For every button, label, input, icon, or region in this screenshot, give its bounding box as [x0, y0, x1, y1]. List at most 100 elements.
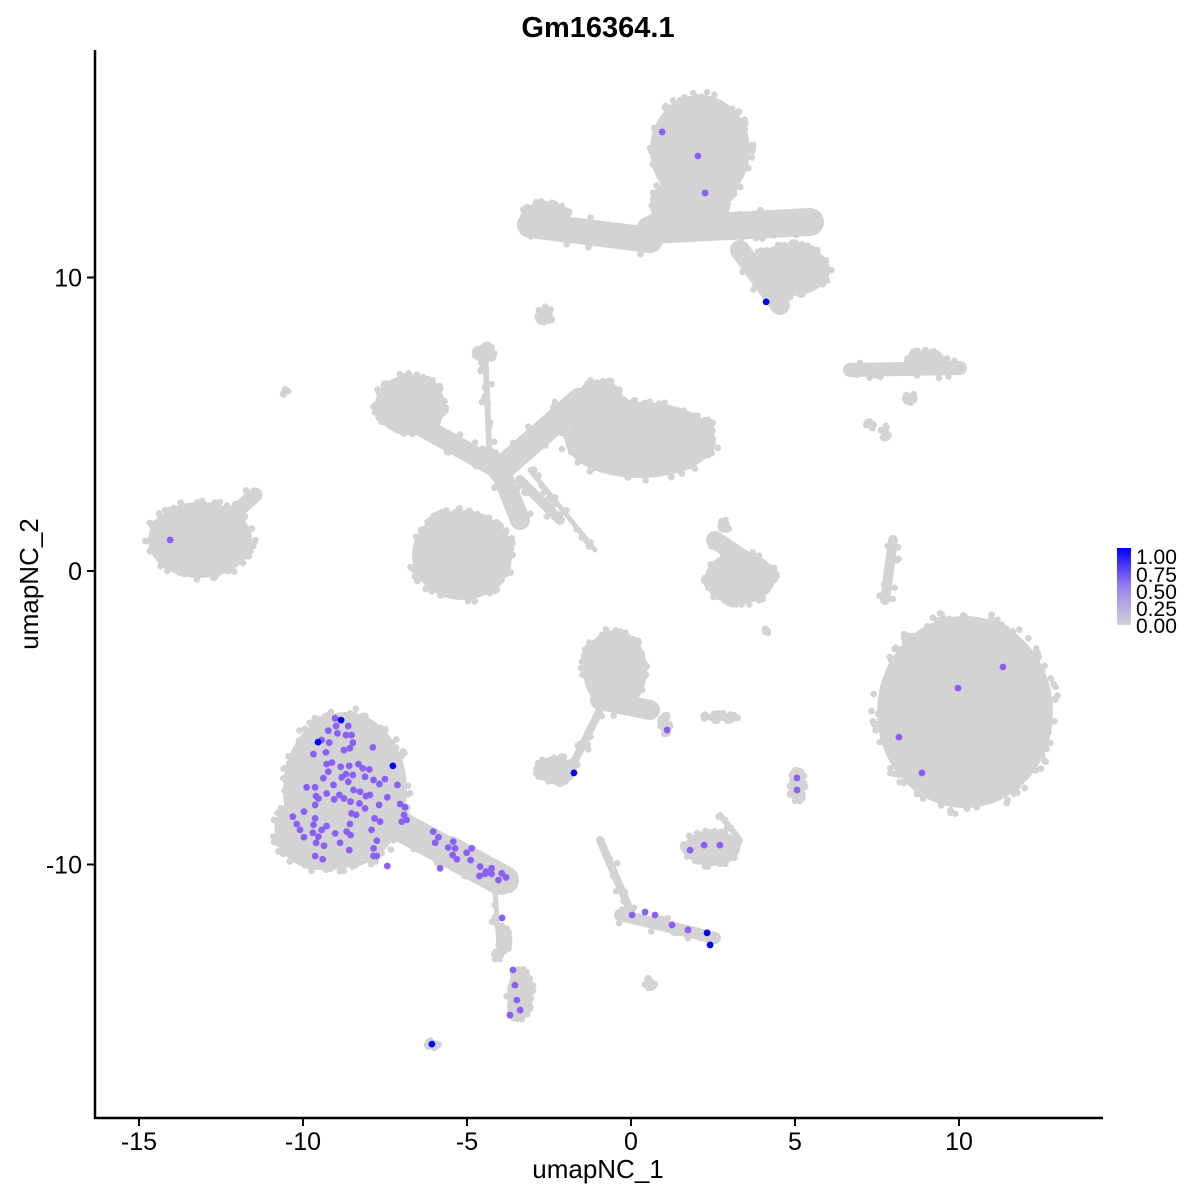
cell-point [888, 553, 896, 560]
cell-point [301, 862, 309, 869]
expressing-cell-point [303, 783, 311, 791]
cell-point [696, 99, 704, 107]
cell-point [628, 637, 636, 645]
cell-point [1000, 783, 1008, 790]
expressing-cell-point [383, 793, 391, 801]
cell-point [491, 913, 499, 921]
expressing-cell-point [895, 733, 903, 741]
cell-point [436, 518, 444, 525]
cell-point [598, 694, 606, 702]
cell-point [917, 638, 925, 645]
cell-point [996, 788, 1004, 795]
cell-point [507, 569, 514, 576]
background-cells [141, 89, 1061, 1052]
cell-point [647, 238, 655, 245]
cell-point [287, 852, 295, 860]
expressing-cell-point [338, 773, 346, 781]
cell-point [693, 829, 701, 837]
cell-point [535, 314, 542, 322]
cell-point [532, 769, 540, 777]
cell-point [624, 474, 631, 481]
cell-point [490, 438, 498, 446]
cell-point [692, 857, 699, 865]
cell-point [554, 209, 561, 217]
cell-point [756, 265, 763, 273]
cell-point [622, 237, 630, 245]
cell-point [649, 195, 657, 202]
expressing-cell-point [366, 791, 374, 799]
cell-point [669, 108, 677, 116]
cell-point [296, 727, 303, 734]
cell-point [659, 915, 667, 923]
cell-point [574, 526, 582, 533]
cell-point [880, 696, 888, 704]
cell-point [612, 388, 619, 396]
cell-point [724, 717, 731, 725]
cell-point [433, 859, 441, 867]
cell-point [639, 470, 646, 477]
cell-point [763, 247, 770, 255]
cell-point [962, 804, 970, 812]
cell-point [486, 348, 494, 356]
cell-point [356, 846, 364, 854]
cell-point [557, 754, 564, 761]
cell-point [412, 533, 420, 541]
cell-point [509, 439, 517, 447]
cell-point [898, 688, 906, 696]
cell-point [994, 616, 1001, 624]
expressing-cell-point [342, 731, 350, 739]
cell-point [894, 543, 902, 551]
cell-point [1037, 765, 1045, 772]
expressing-cell-point [453, 855, 461, 863]
cell-point [635, 648, 643, 656]
cell-point [623, 912, 630, 920]
cell-point [704, 222, 712, 230]
cell-point [943, 355, 951, 362]
cell-point [481, 384, 489, 391]
cell-point [693, 232, 700, 239]
cell-point [606, 855, 614, 863]
cell-point [913, 372, 921, 379]
cell-point [307, 793, 315, 800]
cell-point [501, 486, 509, 494]
cell-point [371, 408, 379, 416]
expressing-cell-point [319, 855, 327, 863]
cell-point [767, 575, 775, 583]
cell-point [727, 824, 735, 832]
cell-point [609, 383, 616, 390]
cell-point [898, 658, 905, 666]
cell-point [947, 367, 954, 375]
cell-point [418, 528, 425, 535]
cell-point [1038, 677, 1045, 684]
x-axis-label: umapNC_1 [532, 1154, 664, 1184]
cell-point [969, 795, 977, 802]
cell-point [1003, 625, 1010, 632]
cell-point [353, 858, 361, 865]
cell-point [541, 303, 549, 311]
cell-point [580, 652, 588, 660]
cell-point [792, 231, 800, 239]
cell-point [540, 489, 547, 496]
cell-point [1001, 778, 1009, 785]
expressing-cell-point [376, 818, 384, 826]
cell-point [550, 403, 557, 411]
cell-point [630, 397, 637, 405]
cell-point [886, 764, 894, 772]
expressing-cell-point [323, 760, 331, 768]
cell-point [598, 631, 606, 639]
cell-point [653, 147, 661, 154]
expressing-cell-point [318, 826, 326, 834]
cell-point [764, 219, 772, 226]
x-tick-label: -10 [285, 1128, 321, 1156]
cell-point [876, 738, 883, 746]
cell-point [201, 570, 209, 578]
cell-point [414, 376, 421, 384]
cell-point [529, 487, 537, 494]
cell-point [668, 226, 675, 234]
cell-point [622, 629, 629, 636]
cell-point [515, 966, 523, 973]
expressing-cell-point [346, 744, 354, 752]
cell-point [586, 682, 594, 689]
expressing-cell-point [337, 716, 345, 724]
expressing-cell-point [488, 864, 495, 872]
